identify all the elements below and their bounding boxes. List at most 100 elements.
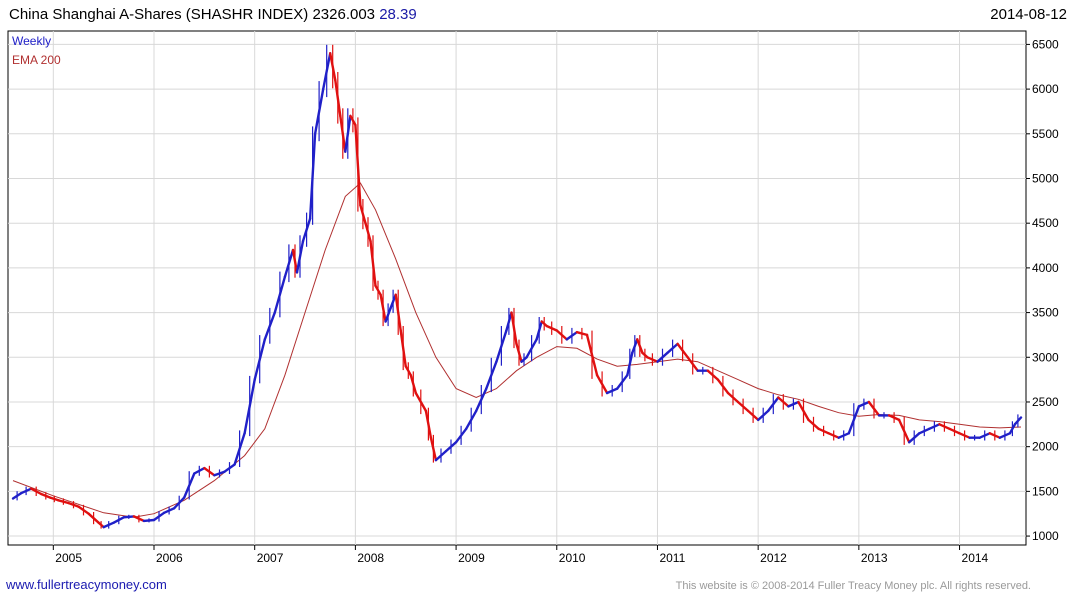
chart-title: China Shanghai A-Shares (SHASHR INDEX) 2… [9, 6, 417, 23]
price-bar [998, 432, 1012, 439]
price-bar [887, 414, 901, 422]
y-tick-label: 4500 [1032, 216, 1059, 230]
price-bar [379, 293, 387, 323]
price-bar [295, 239, 305, 274]
price-bar [837, 432, 850, 439]
price-bar [162, 507, 176, 514]
price-bar [807, 418, 820, 430]
price-bar [746, 409, 760, 422]
price-bar [283, 248, 295, 278]
y-tick-label: 1500 [1032, 484, 1059, 498]
price-bar [575, 331, 589, 337]
price-bar [616, 374, 629, 390]
price-bar [291, 248, 299, 274]
price-bar [585, 333, 599, 377]
price-bar [475, 387, 488, 413]
price-bar [565, 331, 579, 341]
y-tick-label: 6500 [1032, 37, 1059, 51]
x-tick-label: 2005 [55, 551, 82, 565]
x-tick-label: 2006 [156, 551, 183, 565]
price-bar [253, 338, 266, 381]
price-bar [322, 52, 332, 91]
price-bar [444, 441, 458, 453]
price-bar [827, 432, 840, 439]
price-bar [686, 356, 699, 372]
price-bar [958, 432, 971, 439]
x-tick-label: 2007 [257, 551, 284, 565]
price-bar [344, 114, 352, 153]
y-tick-label: 2000 [1032, 440, 1059, 454]
price-bar [364, 221, 372, 243]
price-bar [434, 449, 448, 462]
ema-line [12, 182, 1022, 518]
price-bar [465, 409, 478, 430]
price-bar [978, 432, 991, 439]
price-bar [716, 378, 730, 395]
price-bar [1008, 423, 1017, 435]
price-bar [399, 329, 407, 368]
price-bar [666, 342, 679, 354]
price-bar [384, 306, 392, 323]
price-bar [485, 360, 498, 390]
price-bar [595, 374, 609, 395]
price-bar [767, 396, 780, 413]
price-bar [515, 342, 523, 363]
price-bar [424, 409, 433, 439]
price-bar [817, 427, 830, 435]
price-bar [510, 311, 518, 346]
price-bar [213, 470, 226, 477]
price-bar [777, 396, 790, 408]
x-tick-label: 2012 [760, 551, 787, 565]
price-bar [429, 436, 438, 462]
price-bar [40, 492, 52, 499]
grid-lines [8, 31, 1026, 545]
price-bar [626, 351, 634, 377]
price-bar [988, 432, 1001, 439]
footer-copyright: This website is © 2008-2014 Fuller Treac… [675, 580, 1031, 592]
price-bar [308, 132, 317, 220]
price-bar [102, 521, 115, 529]
price-bar [193, 466, 206, 475]
price-bar [646, 356, 659, 363]
price-bar [223, 463, 236, 473]
footer-site-link[interactable]: www.fullertreacymoney.com [6, 577, 167, 592]
price-bar [30, 487, 43, 496]
price-bar [676, 342, 689, 359]
y-tick-label: 5500 [1032, 127, 1059, 141]
x-tick-label: 2013 [861, 551, 888, 565]
y-tick-label: 1000 [1032, 529, 1059, 543]
price-bar [172, 496, 186, 510]
price-bar [273, 275, 287, 314]
price-bar [77, 505, 90, 515]
y-axis: 1000 1500 2000 2500 3000 3500 4000 4500 5000 5500… [1026, 37, 1059, 543]
price-bar [757, 409, 770, 422]
price-bar [505, 311, 513, 332]
price-bar [605, 387, 619, 395]
price-bar [49, 496, 60, 502]
price-bar [706, 369, 720, 381]
plot-area [7, 30, 1027, 546]
price-bar [656, 351, 669, 363]
x-tick-label: 2010 [559, 551, 586, 565]
price-bar [11, 492, 23, 500]
price-bar [867, 400, 881, 417]
price-change: 28.39 [379, 6, 417, 23]
price-bar [339, 114, 347, 153]
price-bar [545, 324, 558, 332]
price-bar [535, 320, 543, 341]
price-bar [394, 293, 402, 332]
y-tick-label: 5000 [1032, 171, 1059, 185]
price-bar [857, 400, 871, 408]
price-bar [787, 400, 800, 408]
price-bar [182, 472, 196, 499]
ema-200-line [12, 182, 1022, 518]
price-bar [122, 515, 136, 519]
price-bar [736, 400, 750, 413]
price-bars [11, 44, 1023, 529]
price-bar [152, 511, 166, 522]
legend-ema: EMA 200 [12, 53, 61, 67]
x-axis: 2005 2006 2007 2008 2009 2010 2011 2012 2013 2014 [52, 545, 989, 565]
price-bar [329, 52, 337, 82]
y-tick-label: 3500 [1032, 306, 1059, 320]
chart-date: 2014-08-12 [990, 6, 1067, 23]
